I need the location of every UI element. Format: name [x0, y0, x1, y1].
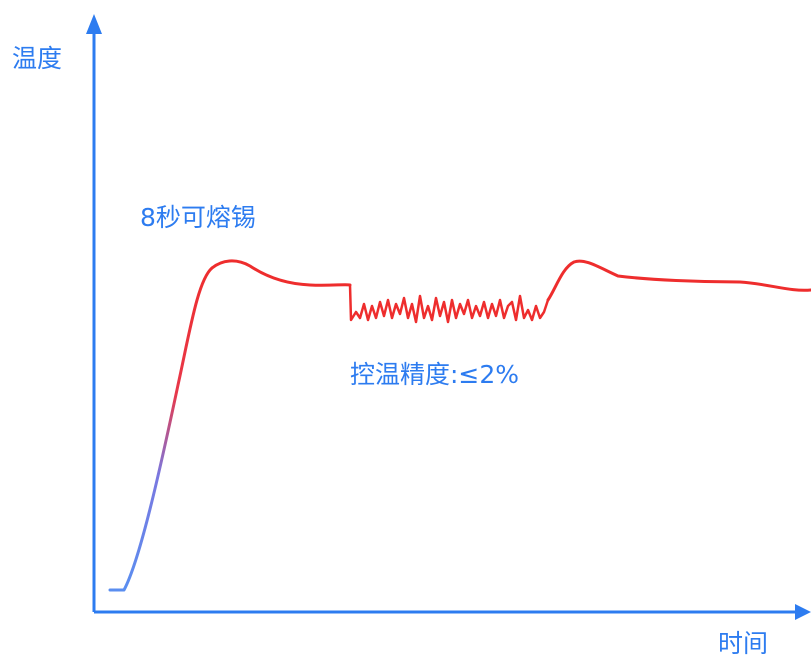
fluctuation-curve	[348, 283, 550, 324]
melt-time-annotation: 8秒可熔锡	[140, 203, 256, 232]
temperature-precision-annotation: 控温精度:≤2%	[350, 360, 520, 389]
stable-curve-1	[210, 259, 352, 287]
stable-curve-2	[546, 259, 811, 302]
x-axis-label: 时间	[718, 629, 769, 658]
y-axis-arrow	[86, 14, 102, 34]
x-axis-arrow	[795, 604, 811, 620]
heating-rise-curve	[108, 266, 214, 592]
y-axis-label: 温度	[12, 44, 63, 73]
